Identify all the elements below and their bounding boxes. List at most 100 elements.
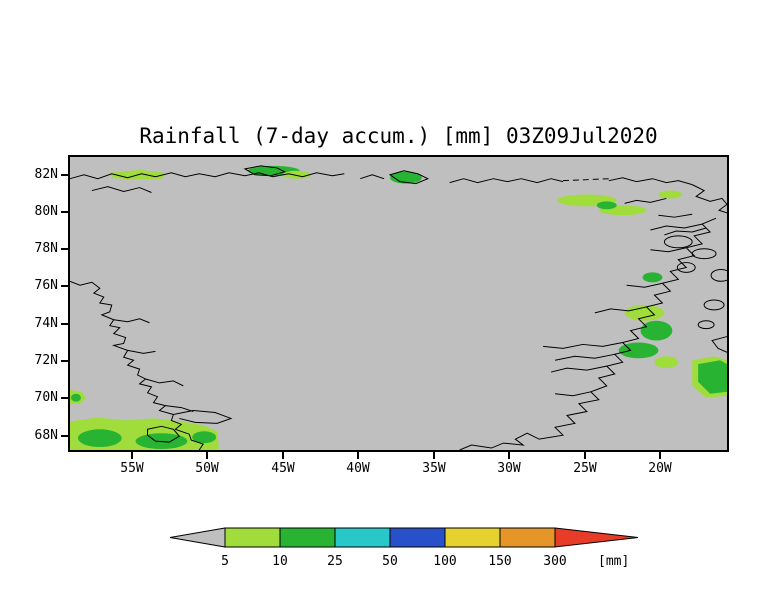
coastline-north-inlet	[91, 186, 152, 193]
lat-axis-label: 78N	[34, 241, 58, 256]
coastline-ne-fjord	[624, 197, 667, 204]
rain-patch	[596, 201, 617, 210]
lon-axis-label: 45W	[271, 461, 295, 476]
lat-axis-label: 72N	[34, 353, 58, 368]
coastline-north	[449, 178, 564, 184]
lon-axis-label: 50W	[195, 461, 219, 476]
rain-patch	[658, 190, 683, 199]
colorbar-segment	[444, 527, 501, 548]
tick-mark	[61, 323, 68, 325]
island	[676, 262, 696, 273]
colorbar-tick-label: 300	[543, 554, 566, 569]
rain-patches	[70, 165, 727, 450]
coastline-east-fjord	[594, 306, 647, 314]
lat-axis-label: 76N	[34, 278, 58, 293]
rain-patch	[618, 342, 659, 359]
tick-mark	[61, 211, 68, 213]
coastline-east-fjord	[550, 365, 607, 373]
tick-mark	[61, 174, 68, 176]
colorbar-segment	[224, 527, 281, 548]
map-svg	[70, 157, 727, 450]
coastlines	[70, 165, 727, 450]
coastline-north	[608, 177, 693, 186]
lon-axis-label: 30W	[497, 461, 521, 476]
rain-patch	[282, 170, 311, 179]
tick-mark	[584, 452, 586, 459]
colorbar-segment	[334, 527, 391, 548]
lat-axis-label: 70N	[34, 390, 58, 405]
colorbar: 5 10 25 50 100 150 300 [mm]	[160, 525, 650, 575]
colorbar-svg: 5 10 25 50 100 150 300 [mm]	[169, 527, 639, 569]
coastline-north-dashed	[562, 178, 609, 182]
colorbar-segment	[499, 527, 556, 548]
coastline-east-fjord	[626, 282, 663, 288]
rain-patch	[640, 320, 673, 341]
tick-mark	[61, 285, 68, 287]
colorbar-segment	[389, 527, 446, 548]
lat-axis-label: 82N	[34, 167, 58, 182]
tick-mark	[61, 248, 68, 250]
tick-mark	[282, 452, 284, 459]
tick-mark	[433, 452, 435, 459]
page-title: Rainfall (7-day accum.) [mm] 03Z09Jul202…	[139, 124, 658, 148]
coastline-east-fjord	[554, 391, 591, 397]
lon-axis-label: 40W	[346, 461, 370, 476]
lon-axis-label: 25W	[573, 461, 597, 476]
rain-patch	[698, 360, 727, 394]
rain-patch	[192, 431, 217, 444]
tick-mark	[206, 452, 208, 459]
lon-axis-label: 55W	[120, 461, 144, 476]
island	[710, 268, 727, 282]
coastline-west	[70, 280, 204, 450]
island	[243, 165, 287, 177]
colorbar-units-label: [mm]	[598, 554, 629, 569]
rain-patch	[70, 393, 81, 402]
coastline-disko-island	[147, 425, 181, 443]
tick-mark	[508, 452, 510, 459]
rain-patch	[624, 304, 665, 321]
rain-patch	[77, 429, 122, 448]
rain-patch	[642, 272, 663, 283]
island	[663, 235, 693, 249]
coastline-west-fjords	[165, 405, 194, 412]
island	[697, 320, 715, 330]
coastline-east-fjord	[650, 223, 703, 231]
coastline-east-fjord	[543, 341, 623, 349]
lon-axis-label: 20W	[648, 461, 672, 476]
coastline-east	[459, 217, 717, 450]
tick-mark	[659, 452, 661, 459]
coastline-north	[360, 174, 385, 180]
colorbar-tick-label: 150	[488, 554, 511, 569]
coastline-ne-fjord	[658, 213, 693, 218]
lon-axis-label: 35W	[422, 461, 446, 476]
island	[703, 299, 725, 311]
coastline-east-fjord	[554, 353, 615, 361]
colorbar-tick-label: 25	[327, 554, 343, 569]
lat-axis-label: 74N	[34, 316, 58, 331]
coastline-northeast-corner	[691, 184, 727, 214]
colorbar-segment	[279, 527, 336, 548]
rain-patch	[654, 356, 679, 369]
coastline-west-fjords	[113, 318, 150, 324]
colorbar-left-arrow	[169, 527, 226, 548]
tick-mark	[61, 435, 68, 437]
colorbar-tick-label: 5	[221, 554, 229, 569]
island	[388, 170, 430, 185]
tick-mark	[61, 360, 68, 362]
coastline-north	[70, 172, 345, 180]
lat-axis-label: 80N	[34, 204, 58, 219]
colorbar-tick-label: 50	[382, 554, 398, 569]
colorbar-tick-label: 100	[433, 554, 456, 569]
colorbar-right-arrow	[554, 527, 639, 548]
lat-axis-label: 68N	[34, 428, 58, 443]
tick-mark	[131, 452, 133, 459]
coastline-east-fjord	[650, 247, 687, 253]
map-plot	[68, 155, 729, 452]
colorbar-tick-label: 10	[272, 554, 288, 569]
tick-mark	[357, 452, 359, 459]
tick-mark	[61, 397, 68, 399]
coastline-ne-fjord	[664, 227, 707, 236]
coastline-west-fjords	[145, 378, 184, 387]
coastline-west-fjords	[127, 349, 156, 354]
